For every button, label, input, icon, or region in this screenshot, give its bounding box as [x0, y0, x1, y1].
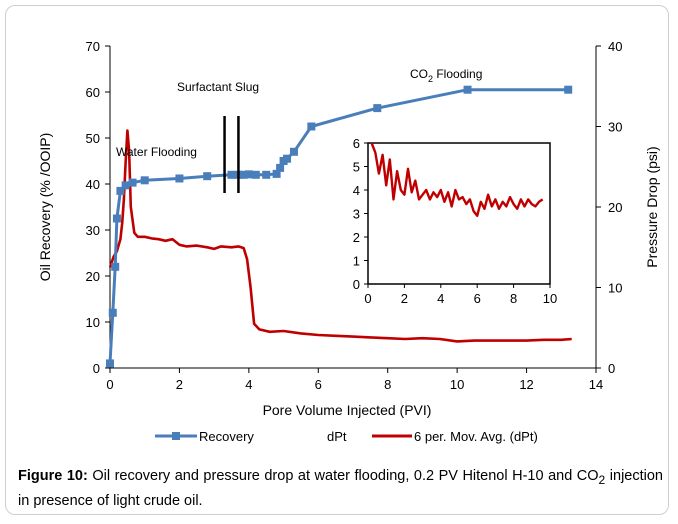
annotation-co2-flooding: CO2 Flooding [410, 67, 482, 84]
inset-x-tick-label: 0 [364, 291, 371, 306]
left-y-tick-label: 40 [86, 177, 100, 192]
right-y-tick-label: 30 [608, 120, 622, 135]
recovery-point [112, 214, 121, 223]
inset-y-tick-label: 2 [353, 230, 360, 245]
recovery-point [251, 170, 260, 179]
inset-series-line-dpt [370, 142, 544, 218]
legend-label-dpt: dPt [327, 429, 347, 444]
caption-label: Figure 10: [18, 468, 88, 484]
recovery-point [140, 176, 149, 185]
x-tick-label: 6 [315, 377, 322, 392]
recovery-point [564, 85, 573, 94]
inset-x-tick-label: 4 [437, 291, 444, 306]
recovery-point [244, 170, 253, 179]
x-tick-label: 14 [589, 377, 603, 392]
recovery-point [175, 174, 184, 183]
main-chart-axes: 0 2 4 6 8 10 12 14010203040506070010203040Pore … [37, 39, 660, 418]
caption-text-pre: Oil recovery and pressure drop at water … [87, 468, 599, 484]
recovery-point [289, 147, 298, 156]
recovery-point [106, 359, 114, 368]
right-y-tick-label: 0 [608, 361, 615, 376]
inset-y-tick-label: 3 [353, 207, 360, 222]
inset-y-tick-label: 0 [353, 277, 360, 292]
inset-x-tick-label: 6 [474, 291, 481, 306]
left-y-tick-label: 30 [86, 223, 100, 238]
legend-label-moving-average: 6 per. Mov. Avg. (dPt) [414, 429, 538, 444]
recovery-point [373, 104, 382, 113]
recovery-point [108, 308, 117, 317]
co2-subscript: 2 [428, 74, 433, 84]
caption-subscript: 2 [598, 472, 606, 487]
x-tick-label: 10 [450, 377, 464, 392]
inset-background [360, 139, 554, 308]
caption-text-post: injection in presence of light crude oil… [18, 468, 663, 509]
inset-chart: 0 2 4 6 8 10 0 1 2 3 4 5 6 [353, 136, 557, 308]
series-line-moving-average [108, 129, 572, 343]
left-y-tick-label: 10 [86, 315, 100, 330]
chart-annotations: Water Flooding Surfactant Slug CO2 Floodin… [116, 67, 482, 193]
inset-x-tick-label: 8 [510, 291, 517, 306]
inset-x-tick-label: 10 [543, 291, 557, 306]
right-y-tick-label: 10 [608, 281, 622, 296]
x-tick-label: 4 [245, 377, 252, 392]
recovery-point [262, 170, 271, 179]
recovery-point [111, 262, 120, 271]
right-y-axis-title: Pressure Drop (psi) [644, 146, 660, 267]
recovery-point [116, 186, 125, 195]
inset-y-tick-label: 6 [353, 136, 360, 151]
x-tick-label: 0 [106, 377, 113, 392]
recovery-point [463, 85, 472, 94]
legend-marker-recovery [172, 432, 180, 440]
legend-label-recovery: Recovery [199, 429, 254, 444]
right-y-tick-label: 20 [608, 200, 622, 215]
recovery-point [128, 178, 137, 187]
left-y-axis-title: Oil Recovery (% /OOIP) [37, 133, 53, 282]
recovery-point [227, 170, 236, 179]
recovery-point [276, 163, 285, 172]
annotation-water-flooding: Water Flooding [116, 145, 197, 159]
inset-y-tick-label: 1 [353, 254, 360, 269]
recovery-point [272, 169, 281, 178]
left-y-tick-label: 0 [93, 361, 100, 376]
co2-main-text: CO [410, 67, 428, 81]
x-tick-label: 8 [384, 377, 391, 392]
x-axis-title: Pore Volume Injected (PVI) [263, 402, 432, 418]
left-y-tick-label: 20 [86, 269, 100, 284]
main-chart-lines [106, 85, 573, 368]
recovery-point [239, 170, 248, 179]
recovery-point [203, 172, 212, 181]
inset-y-tick-label: 5 [353, 160, 360, 175]
annotation-surfactant-slug: Surfactant Slug [177, 80, 259, 94]
co2-rest-text: Flooding [433, 67, 482, 81]
inset-x-tick-label: 2 [401, 291, 408, 306]
figure-caption: Figure 10: Oil recovery and pressure dro… [18, 466, 663, 512]
recovery-point [121, 181, 130, 190]
left-y-tick-label: 60 [86, 85, 100, 100]
recovery-point [307, 122, 316, 131]
left-y-tick-label: 50 [86, 131, 100, 146]
chart-legend: Recovery dPt 6 per. Mov. Avg. (dPt) [155, 429, 538, 444]
x-tick-label: 2 [176, 377, 183, 392]
recovery-point [283, 154, 292, 163]
inset-y-tick-label: 4 [353, 183, 360, 198]
x-tick-label: 12 [519, 377, 533, 392]
right-y-tick-label: 40 [608, 39, 622, 54]
left-y-tick-label: 70 [86, 39, 100, 54]
